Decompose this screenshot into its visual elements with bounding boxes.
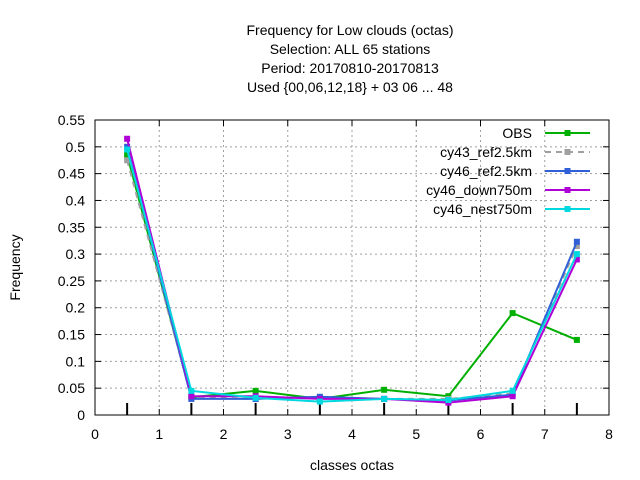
x-axis-label: classes octas xyxy=(310,457,394,473)
y-tick-label: 0.4 xyxy=(66,192,86,208)
y-tick-label: 0.55 xyxy=(58,112,85,128)
y-axis-label: Frequency xyxy=(7,234,23,300)
x-tick-label: 0 xyxy=(91,426,99,442)
y-tick-label: 0.2 xyxy=(66,300,86,316)
data-point xyxy=(316,398,323,405)
data-point xyxy=(188,393,195,400)
data-point xyxy=(573,251,580,258)
data-point xyxy=(381,386,388,393)
x-tick-label: 3 xyxy=(284,426,292,442)
data-point xyxy=(252,387,259,394)
data-point xyxy=(509,393,516,400)
legend-label: cy46_down750m xyxy=(426,182,532,198)
x-tick-label: 2 xyxy=(220,426,228,442)
legend-marker xyxy=(564,206,571,212)
legend-label: cy46_ref2.5km xyxy=(440,163,532,179)
series-line-1 xyxy=(126,159,578,400)
legend-label: OBS xyxy=(502,125,532,141)
series-line-2 xyxy=(126,146,578,402)
y-tick-label: 0 xyxy=(77,407,85,423)
legend-label: cy43_ref2.5km xyxy=(440,144,532,160)
title-line: Used {00,06,12,18} + 03 06 ... 48 xyxy=(247,79,453,95)
y-tick-label: 0.35 xyxy=(58,219,85,235)
data-point xyxy=(573,256,580,263)
y-tick-label: 0.1 xyxy=(66,353,86,369)
series-lines xyxy=(124,135,580,406)
y-tick-label: 0.05 xyxy=(58,380,85,396)
y-tick-label: 0.5 xyxy=(66,139,86,155)
y-tick-label: 0.45 xyxy=(58,166,85,182)
data-point xyxy=(188,387,195,394)
x-tick-label: 4 xyxy=(348,426,356,442)
x-tick-label: 7 xyxy=(541,426,549,442)
series-line-3 xyxy=(126,138,578,404)
legend-marker xyxy=(564,168,571,174)
data-point xyxy=(381,395,388,402)
data-point xyxy=(124,151,131,158)
y-tick-label: 0.3 xyxy=(66,246,86,262)
legend-label: cy46_nest750m xyxy=(433,201,532,217)
grid xyxy=(95,120,609,415)
legend-marker xyxy=(564,187,571,193)
x-tick-label: 5 xyxy=(412,426,420,442)
chart-title: Frequency for Low clouds (octas) Selectio… xyxy=(247,22,454,95)
data-point xyxy=(445,396,452,403)
y-tick-label: 0.25 xyxy=(58,273,85,289)
title-line: Frequency for Low clouds (octas) xyxy=(247,22,454,38)
x-tick-label: 8 xyxy=(605,426,613,442)
data-point xyxy=(573,336,580,343)
series-line-4 xyxy=(126,149,578,403)
legend-marker xyxy=(564,130,571,136)
x-tick-label: 6 xyxy=(477,426,485,442)
data-point xyxy=(509,387,516,394)
legend-marker xyxy=(564,149,571,155)
title-line: Period: 20170810-20170813 xyxy=(261,60,439,76)
data-point xyxy=(573,238,580,245)
data-point xyxy=(124,157,131,164)
title-line: Selection: ALL 65 stations xyxy=(270,41,431,57)
x-tick-label: 1 xyxy=(155,426,163,442)
y-tick-label: 0.15 xyxy=(58,327,85,343)
data-point xyxy=(509,310,516,317)
data-point xyxy=(252,394,259,401)
axis-ticks: 0 1 2 3 4 5 6 7 8 0 0.05 0.1 0.15 0.2 0.25 0.3 0.35 0.4 0.… xyxy=(58,112,613,442)
legend: OBS cy43_ref2.5km cy46_ref2.5km cy46_down75… xyxy=(426,125,590,217)
data-point xyxy=(573,243,580,250)
data-point xyxy=(124,135,131,142)
data-point xyxy=(124,146,131,153)
